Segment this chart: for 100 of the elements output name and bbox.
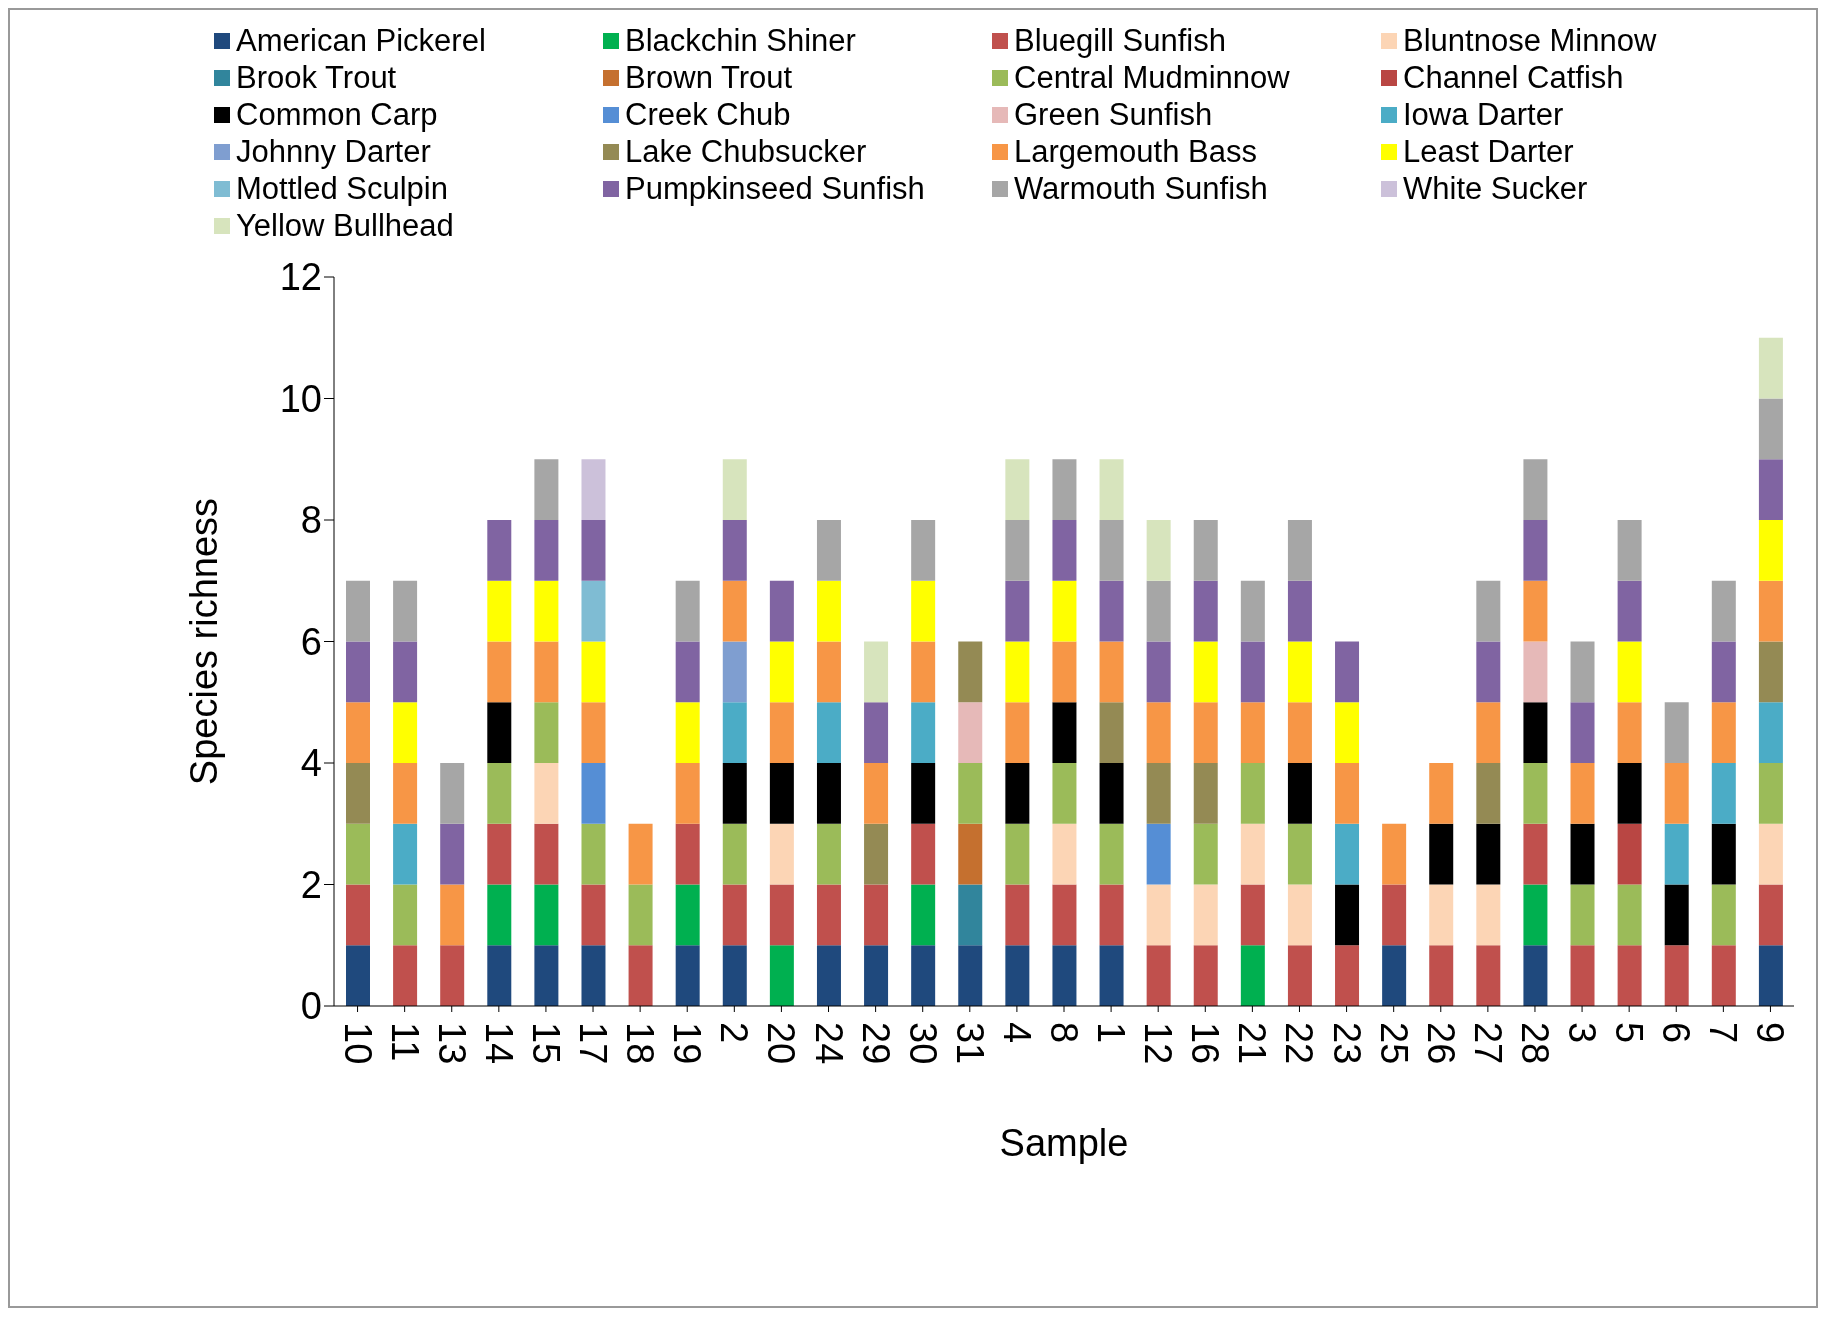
bar [1476,763,1501,824]
bar [1711,823,1736,885]
bar [1287,641,1312,703]
bar [1570,945,1595,1006]
bar [864,763,889,824]
y-tick-label: 4 [300,742,322,785]
bar [1287,580,1312,642]
bar [1382,945,1407,1006]
bar [1758,945,1783,1006]
bar [816,763,841,824]
bar [1287,945,1312,1006]
bar [816,702,841,763]
bar [534,641,559,703]
x-tick-label: 2 [713,1022,756,1044]
bar [1335,884,1360,946]
bar [1570,763,1595,824]
bar [958,641,983,703]
bar [816,520,841,581]
bar [1240,884,1265,946]
bar [1099,641,1124,703]
bar [1523,823,1548,885]
bar [816,641,841,703]
bar [346,641,370,703]
x-axis-title: Sample [999,1122,1129,1164]
bar [722,763,747,824]
x-tick-label: 28 [1513,1022,1556,1065]
bar [675,702,700,763]
bar [1617,884,1642,946]
bar [675,884,700,946]
x-tick-label: 19 [666,1022,709,1065]
bar [534,459,559,520]
bar [722,702,747,763]
bar [440,823,465,885]
bar [816,580,841,642]
bar [1570,702,1595,763]
bar [722,520,747,581]
x-tick-label: 26 [1419,1022,1462,1065]
bar [1758,580,1783,642]
bar [1570,884,1595,946]
x-tick-label: 11 [383,1022,426,1062]
bar [1476,702,1501,763]
bar [1052,459,1077,520]
bar [534,884,559,946]
x-tick-label: 21 [1231,1022,1274,1065]
bar [1240,763,1265,824]
bar [1476,945,1501,1006]
bar [1617,520,1642,581]
legend-label: Blackchin Shiner [625,22,856,59]
legend-label: Least Darter [1403,133,1574,170]
bar [628,823,653,885]
bar [1099,702,1124,763]
legend-label: Bluegill Sunfish [1014,22,1226,59]
legend-label: Yellow Bullhead [236,207,454,244]
bar [675,945,700,1006]
bar [534,763,559,824]
bar [1099,884,1124,946]
bar [487,520,512,581]
bar [1287,823,1312,885]
bar [628,884,653,946]
bar [1335,945,1360,1006]
bar [1193,945,1218,1006]
legend-label: Green Sunfish [1014,96,1213,133]
x-tick-label: 18 [619,1022,662,1065]
bar [393,580,418,642]
bar [722,459,747,520]
x-tick-label: 10 [336,1022,379,1065]
bar [864,641,889,703]
bar [487,823,512,885]
bar [1617,580,1642,642]
bar [911,580,936,642]
legend-label: Brook Trout [236,59,397,96]
legend-label: Iowa Darter [1403,96,1564,133]
x-tick-label: 24 [807,1022,850,1065]
bar [581,641,606,703]
bar [1146,580,1171,642]
bar [1758,884,1783,946]
legend-label: Johnny Darter [236,133,431,170]
bar [1664,823,1689,885]
legend-label: Lake Chubsucker [625,133,867,170]
bar [1005,641,1030,703]
x-tick-label: 4 [995,1022,1038,1044]
bar [581,945,606,1006]
y-tick-label: 6 [300,620,322,663]
bar [1664,702,1689,763]
bar [1240,641,1265,703]
bar [1523,641,1548,703]
bar [1476,580,1501,642]
x-tick-label: 20 [760,1022,803,1065]
bar [1099,763,1124,824]
bar [1476,641,1501,703]
bar [1005,945,1030,1006]
x-tick-label: 6 [1655,1022,1698,1044]
bar [722,823,747,885]
bar [534,580,559,642]
bar [1005,763,1030,824]
bar [393,884,418,946]
bar [816,823,841,885]
bar [1711,884,1736,946]
y-tick-label: 12 [279,256,322,299]
bar [581,763,606,824]
